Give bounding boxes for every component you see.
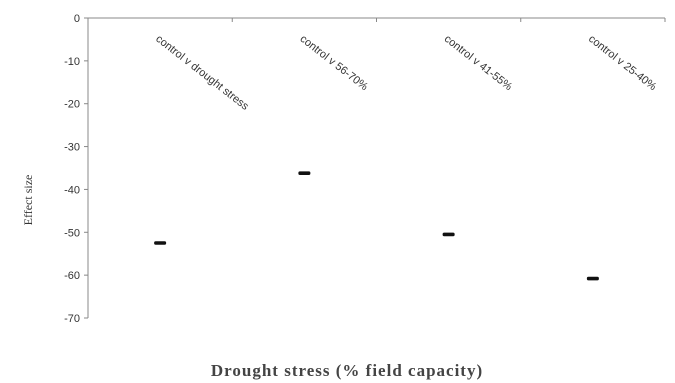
y-tick-label: -10 bbox=[64, 56, 80, 68]
y-axis-label: Effect size bbox=[21, 175, 35, 226]
y-tick-label: -60 bbox=[64, 270, 80, 282]
category-label: control v 41-55% bbox=[442, 33, 515, 93]
category-labels: control v drought stress control v 56-70%… bbox=[153, 18, 666, 113]
category-label: control v 25-40% bbox=[586, 33, 659, 93]
data-point bbox=[298, 171, 311, 175]
y-tick-label: -40 bbox=[64, 184, 80, 196]
axes bbox=[87, 17, 665, 318]
category-label: control v drought stress bbox=[153, 33, 251, 113]
data-points bbox=[154, 171, 599, 281]
data-point bbox=[154, 241, 167, 245]
category-label: control v 56-70% bbox=[298, 33, 371, 93]
y-tick-label: 0 bbox=[74, 13, 80, 25]
y-tick-label: -50 bbox=[64, 227, 80, 239]
y-tick-label: -30 bbox=[64, 142, 80, 154]
y-tick-label: -70 bbox=[64, 313, 80, 325]
y-tick-label: -20 bbox=[64, 99, 80, 111]
y-ticks: 0 -10 -20 -30 -40 -50 -60 -70 bbox=[64, 13, 88, 325]
x-axis-label: Drought stress (% field capacity) bbox=[211, 361, 483, 380]
data-point bbox=[442, 232, 455, 237]
data-point bbox=[586, 276, 599, 281]
